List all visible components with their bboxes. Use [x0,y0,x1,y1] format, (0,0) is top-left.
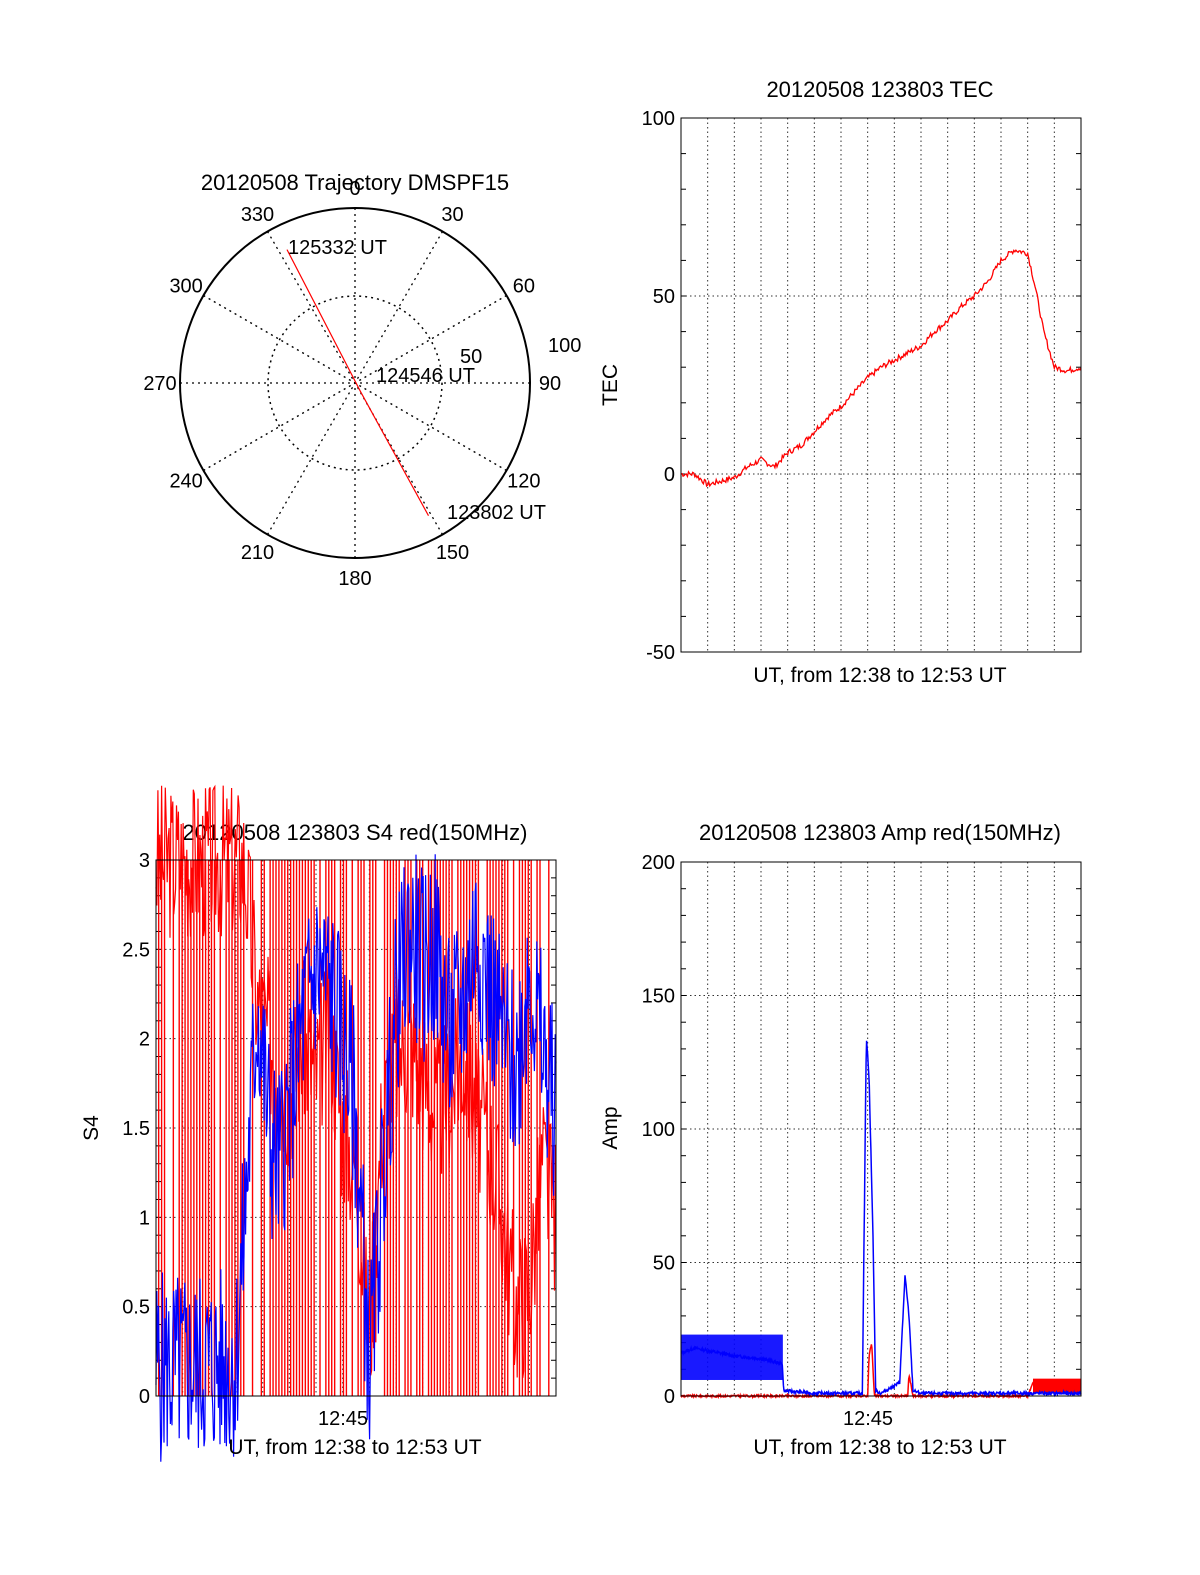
y-tick-label: -50 [646,642,675,664]
polar-angle-label: 90 [539,373,561,395]
tec-x-axis-label: UT, from 12:38 to 12:53 UT [753,664,1006,687]
polar-angle-label: 30 [441,204,463,226]
polar-angle-label: 0 [349,178,360,200]
trajectory-title: 20120508 Trajectory DMSPF15 [201,170,509,195]
polar-angle-label: 300 [169,276,202,298]
polar-angle-label: 180 [338,568,371,590]
y-tick-label: 150 [642,986,675,1008]
y-tick-label: 100 [642,108,675,130]
s4-title: 20120508 123803 S4 red(150MHz) [183,820,528,845]
s4-x-tick-label: 12:45 [318,1408,368,1430]
y-tick-label: 2.5 [122,939,150,961]
polar-inner-ring [267,295,443,471]
amp-title: 20120508 123803 Amp red(150MHz) [699,820,1061,845]
polar-radial-label-50: 50 [460,346,482,368]
polar-angle-label: 240 [169,471,202,493]
amp-x-tick-label: 12:45 [843,1408,893,1430]
polar-angle-label: 210 [241,542,274,564]
amp-y-tick-labels: 0 50 100 150 200 [642,852,675,1408]
trajectory-polar-plot: 20120508 Trajectory DMSPF15 0 30 60 90 120 15… [143,170,581,590]
y-tick-label: 0 [664,1386,675,1408]
y-tick-label: 100 [642,1119,675,1141]
tec-y-tick-labels: -50 0 50 100 [642,108,675,664]
y-tick-label: 50 [653,1253,675,1275]
tec-title: 20120508 123803 TEC [766,77,993,102]
amp-plot-frame [680,861,1082,1397]
y-tick-label: 1 [139,1207,150,1229]
s4-y-tick-labels: 0 0.5 1 1.5 2 2.5 3 [122,850,150,1408]
s4-plot-frame [155,859,557,1397]
polar-radial-label-100: 100 [548,335,581,357]
y-tick-label: 200 [642,852,675,874]
tec-grid [681,117,1081,653]
amp-plot: 20120508 123803 Amp red(150MHz) 0 50 100 15… [599,820,1082,1459]
polar-angle-label: 120 [507,471,540,493]
y-tick-label: 1.5 [122,1118,150,1140]
track-label-start: 123802 UT [447,502,546,524]
polar-angle-labels: 0 30 60 90 120 150 180 210 240 270 300 330 [143,178,561,590]
polar-angle-label: 150 [436,542,469,564]
y-tick-label: 3 [139,850,150,872]
polar-spokes [180,208,530,558]
tec-series-line [680,249,1082,488]
polar-angle-label: 60 [513,276,535,298]
amp-grid [681,861,1081,1397]
s4-blue-series-line [155,854,557,1462]
amp-x-axis-label: UT, from 12:38 to 12:53 UT [753,1436,1006,1459]
y-tick-label: 0 [139,1386,150,1408]
s4-plot: 20120508 123803 S4 red(150MHz) 0 0.5 1 1.5 2… [80,784,557,1462]
track-label-mid: 124546 UT [376,365,475,387]
amp-blue-series-line [680,1040,1082,1398]
tec-y-axis-label: TEC [599,364,622,406]
polar-spoke-150 [266,231,444,535]
tec-plot-frame [680,117,1082,653]
track-label-end: 125332 UT [288,237,387,259]
y-tick-label: 50 [653,286,675,308]
y-tick-label: 2 [139,1029,150,1051]
amp-y-axis-label: Amp [599,1106,622,1149]
y-tick-label: 0.5 [122,1297,150,1319]
s4-y-axis-label: S4 [80,1115,103,1141]
tec-plot: 20120508 123803 TEC -50 0 50 100 TEC UT, fr… [599,77,1082,687]
polar-angle-label: 270 [143,373,176,395]
y-tick-label: 0 [664,464,675,486]
trajectory-track-line [286,249,430,516]
polar-angle-label: 330 [241,204,274,226]
s4-x-axis-label: UT, from 12:38 to 12:53 UT [228,1436,481,1459]
